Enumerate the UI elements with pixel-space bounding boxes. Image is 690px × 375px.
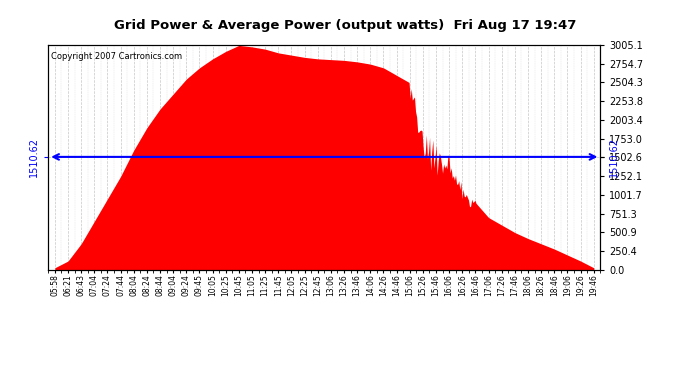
Text: Copyright 2007 Cartronics.com: Copyright 2007 Cartronics.com	[51, 52, 182, 61]
Text: Grid Power & Average Power (output watts)  Fri Aug 17 19:47: Grid Power & Average Power (output watts…	[114, 19, 576, 32]
